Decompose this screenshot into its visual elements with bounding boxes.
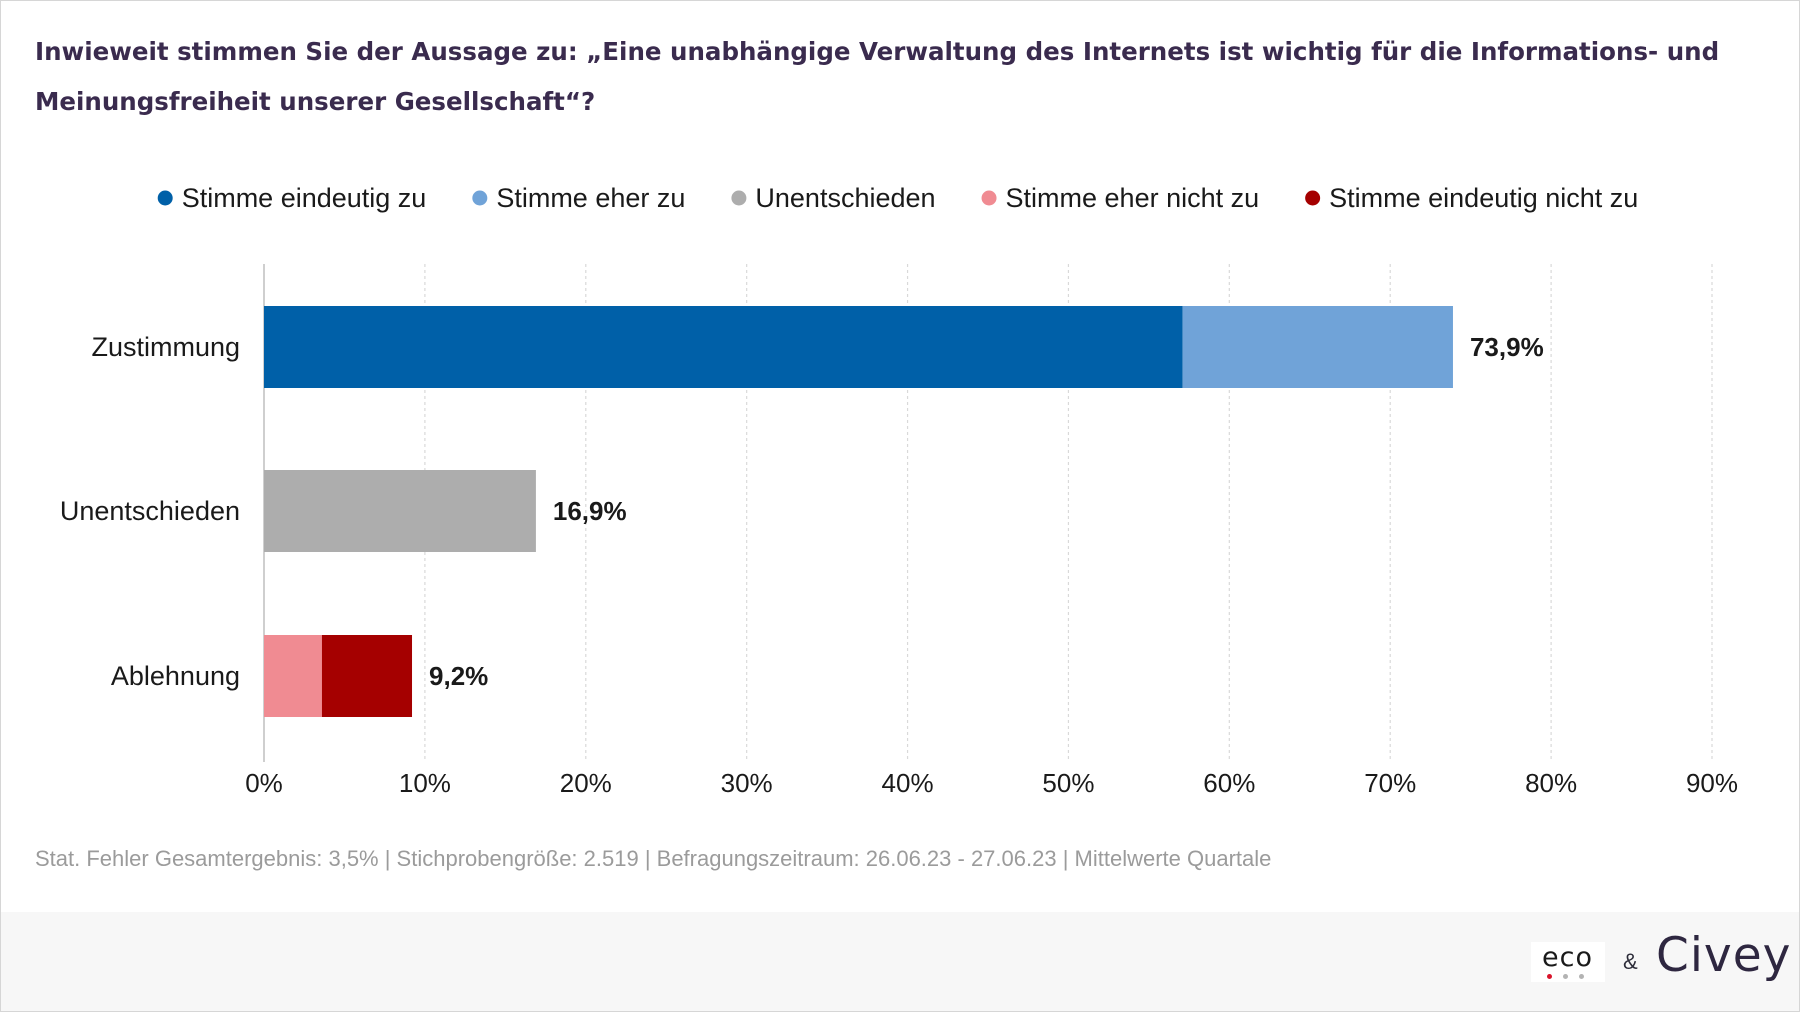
eco-dot [1563, 974, 1568, 979]
y-tick-label: Ablehnung [111, 661, 240, 691]
y-tick-label: Zustimmung [91, 332, 240, 362]
bars [264, 306, 1453, 717]
eco-dot [1547, 974, 1552, 979]
x-tick-label: 50% [1042, 768, 1094, 798]
eco-dot [1579, 974, 1584, 979]
data-label: 16,9% [553, 496, 627, 526]
bar-segment [1182, 306, 1453, 388]
x-tick-label: 60% [1203, 768, 1255, 798]
bar-segment [264, 306, 1183, 388]
x-tick-label: 70% [1364, 768, 1416, 798]
bar-segment [264, 470, 536, 552]
footnote: Stat. Fehler Gesamtergebnis: 3,5% | Stic… [35, 846, 1272, 871]
legend-item: Stimme eher nicht zu [981, 183, 1260, 213]
legend-item: Stimme eher zu [472, 183, 685, 213]
bar-segment [321, 635, 413, 717]
footer-band: eco & Civey [1, 912, 1799, 1011]
eco-logo: eco [1531, 942, 1605, 982]
legend-marker [157, 190, 173, 206]
legend-marker [1305, 190, 1321, 206]
civey-logo: Civey [1656, 928, 1792, 983]
legend-item: Stimme eindeutig zu [157, 183, 427, 213]
x-tick-label: 20% [560, 768, 612, 798]
legend-marker [981, 190, 997, 206]
x-tick-label: 0% [245, 768, 283, 798]
legend-item: Stimme eindeutig nicht zu [1305, 183, 1638, 213]
x-tick-label: 10% [399, 768, 451, 798]
bar-segment [264, 635, 322, 717]
legend: Stimme eindeutig zu Stimme eher zu Unentsc… [157, 183, 1638, 213]
labels: Zustimmung 73,9% Unentschieden 16,9% Ablehnu… [60, 332, 1544, 691]
legend-label: Unentschieden [755, 183, 935, 213]
eco-logo-text: eco [1542, 942, 1593, 973]
data-label: 73,9% [1470, 332, 1544, 362]
legend-label: Stimme eher zu [496, 183, 685, 213]
grid: 0% 10% 20% 30% 40% 50% 60% 70% 80% 90% [245, 264, 1738, 798]
chart-title: Inwieweit stimmen Sie der Aussage zu: „E… [35, 37, 1720, 116]
legend-marker [731, 190, 747, 206]
legend-label: Stimme eher nicht zu [1006, 183, 1260, 213]
x-tick-label: 80% [1525, 768, 1577, 798]
x-tick-label: 40% [882, 768, 934, 798]
y-tick-label: Unentschieden [60, 496, 240, 526]
legend-label: Stimme eindeutig nicht zu [1329, 183, 1638, 213]
x-tick-label: 90% [1686, 768, 1738, 798]
chart: Stimme eindeutig zu Stimme eher zu Unentsc… [60, 183, 1738, 798]
data-label: 9,2% [429, 661, 488, 691]
legend-label: Stimme eindeutig zu [182, 183, 427, 213]
x-tick-label: 30% [721, 768, 773, 798]
legend-item: Unentschieden [731, 183, 936, 213]
legend-marker [472, 190, 488, 206]
ampersand: & [1623, 949, 1638, 974]
